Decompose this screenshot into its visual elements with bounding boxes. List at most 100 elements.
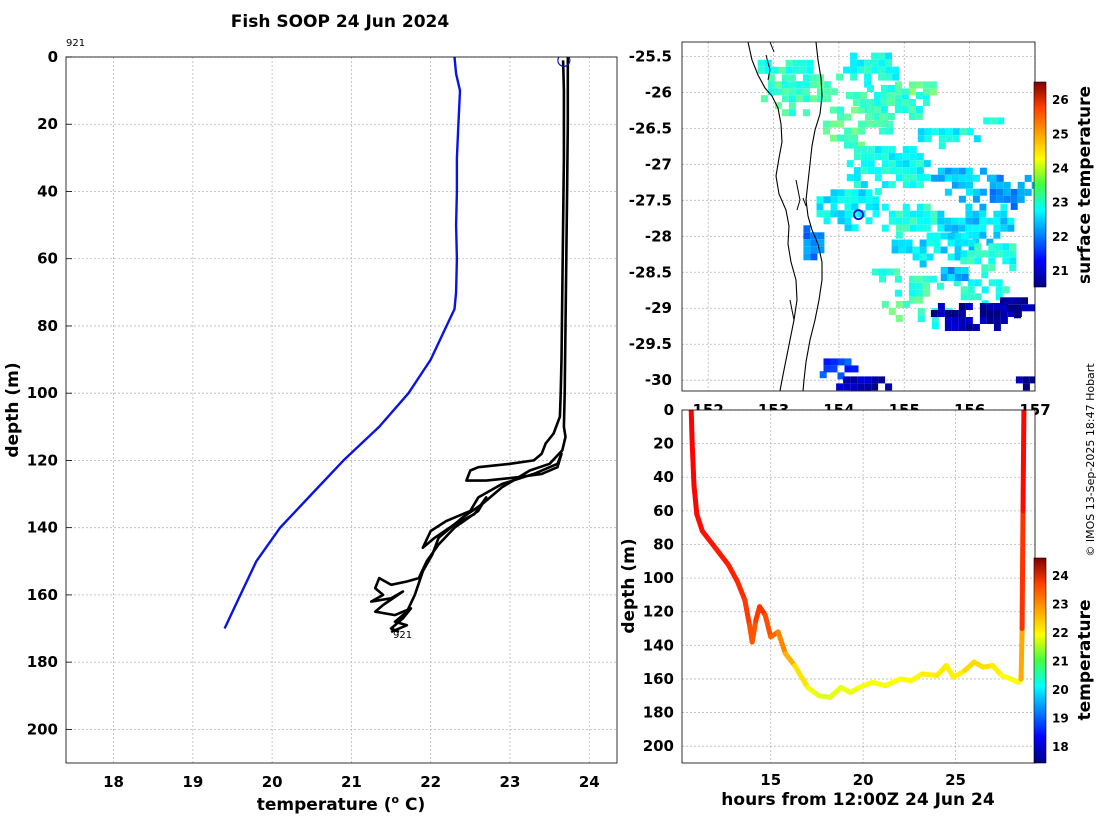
- map-sst-pixel: [830, 365, 838, 373]
- map-sst-pixel: [867, 146, 875, 154]
- section-trace-segment: [691, 483, 700, 517]
- map-sst-pixel: [881, 167, 889, 175]
- map-sst-pixel: [915, 81, 923, 89]
- map-sst-pixel: [905, 239, 913, 247]
- map-sst-pixel: [993, 317, 1001, 324]
- map-sst-pixel: [993, 231, 1001, 239]
- section-trace-segment: [712, 545, 731, 568]
- profile-grid: [66, 56, 617, 763]
- map-sst-pixel: [1007, 297, 1014, 305]
- map-sst-pixel: [951, 217, 959, 225]
- section-y-tick-label: 140: [643, 636, 674, 654]
- map-sst-pixel: [864, 376, 872, 384]
- map-sst-pixel: [892, 73, 900, 81]
- map-sst-pixel: [938, 128, 946, 136]
- map-sst-pixel: [871, 383, 879, 391]
- section-trace-segment: [882, 676, 903, 689]
- map-sst-pixel: [816, 81, 824, 89]
- map-sst-pixel: [823, 127, 830, 135]
- map-sst-pixel: [995, 243, 1003, 251]
- profile-y-tick-label: 120: [27, 451, 58, 469]
- map-sst-pixel: [902, 203, 910, 211]
- map-sst-pixel: [931, 315, 939, 323]
- map-sst-pixel: [974, 243, 982, 251]
- map-sst-pixel: [979, 210, 987, 218]
- map-sst-pixel: [865, 196, 873, 204]
- map-sst-pixel: [878, 376, 886, 384]
- map-sst-pixel: [781, 81, 789, 89]
- profile-start-marker: [557, 57, 571, 67]
- map-sst-pixel: [902, 217, 910, 225]
- map-sst-pixel: [837, 134, 844, 142]
- map-sst-pixel: [850, 73, 858, 81]
- section-colorbar-label: temperature: [1075, 599, 1095, 720]
- map-sst-pixel: [858, 127, 865, 135]
- map-sst-pixel: [909, 146, 917, 154]
- map-sst-pixel: [891, 246, 899, 254]
- map-sst-pixel: [986, 317, 994, 324]
- map-sst-pixel: [926, 232, 934, 240]
- map-sst-pixel: [888, 307, 896, 315]
- map-sst-pixel: [880, 99, 888, 106]
- map-lat-tick-label: -29: [645, 299, 672, 317]
- map-sst-pixel: [981, 264, 989, 272]
- map-sst-pixel: [830, 88, 838, 96]
- map-sst-pixel: [864, 80, 872, 88]
- map-sst-pixel: [1022, 376, 1030, 384]
- map-sst-pixel: [972, 231, 980, 239]
- map-sst-pixel: [937, 167, 945, 175]
- map-sst-pixel: [922, 92, 930, 99]
- map-sst-pixel: [937, 217, 945, 225]
- map-sst-pixel: [972, 238, 980, 246]
- map-sst-pixel: [965, 174, 973, 182]
- map-sst-pixel: [837, 358, 845, 366]
- map-sst-pixel: [867, 153, 875, 161]
- map-sst-pixel: [894, 289, 902, 297]
- map-sst-pixel: [1002, 243, 1010, 251]
- map-sst-pixel: [961, 232, 969, 240]
- profile-panel: 18 19 20 21 22 23 24 0 20 40 60 80 100 120 140 160 180 20…: [3, 38, 618, 815]
- map-sst-pixel: [802, 95, 810, 103]
- map-sst-pixel: [993, 310, 1001, 317]
- map-sst-pixel: [922, 99, 930, 106]
- map-sst-pixel: [781, 88, 789, 96]
- map-sst-pixel: [764, 66, 772, 74]
- map-sst-pixel: [958, 317, 966, 324]
- map-sst-pixel: [844, 224, 852, 232]
- map-sst-pixel: [788, 109, 796, 117]
- map-sst-pixel: [888, 181, 896, 189]
- map-sst-pixel: [788, 81, 796, 89]
- map-sst-pixel: [874, 167, 882, 175]
- map-sst-pixel: [958, 310, 966, 317]
- map-sst-pixel: [933, 239, 941, 247]
- map-sst-pixel: [888, 167, 896, 175]
- map-lat-tick-label: -28.5: [629, 263, 672, 281]
- map-sst-pixel: [830, 120, 837, 128]
- map-sst-pixel: [923, 160, 931, 168]
- map-sst-pixel: [781, 74, 789, 82]
- map-sst-pixel: [952, 135, 960, 143]
- map-sst-pixel: [860, 153, 868, 161]
- map-sst-pixel: [1002, 250, 1010, 258]
- map-sst-pixel: [892, 66, 900, 74]
- map-sst-pixel: [981, 286, 989, 294]
- map-sst-pixel: [996, 195, 1004, 203]
- profile-plot-area: [66, 57, 617, 763]
- map-sst-pixel: [1007, 224, 1015, 232]
- map-sst-pixel: [1024, 174, 1032, 182]
- map-sst-pixel: [915, 113, 923, 120]
- map-sst-pixel: [1009, 250, 1017, 258]
- map-sst-pixel: [1010, 188, 1018, 196]
- section-trace-segment: [792, 663, 811, 690]
- map-sst-pixel: [1009, 243, 1017, 251]
- profile-y-tick-label: 160: [27, 586, 58, 604]
- profile-label-bottom: 921: [393, 630, 412, 641]
- map-sst-pixel: [817, 246, 825, 254]
- map-sst-pixel: [850, 52, 858, 60]
- map-sst-pixel: [879, 127, 886, 135]
- map-sst-pixel: [857, 59, 865, 67]
- map-sst-pixel: [972, 224, 980, 232]
- map-sst-pixel: [917, 315, 925, 323]
- profile-x-tick-label: 23: [500, 773, 521, 791]
